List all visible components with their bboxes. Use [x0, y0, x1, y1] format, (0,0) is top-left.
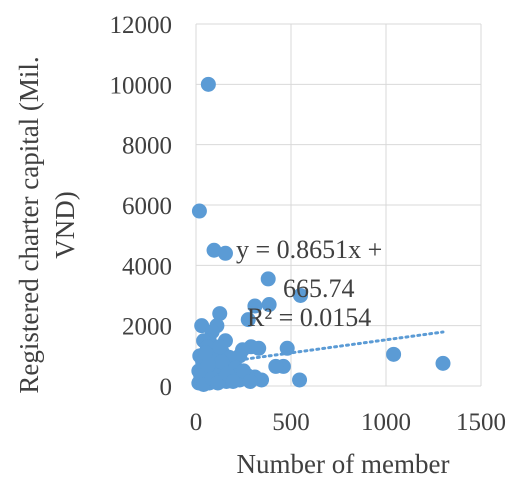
data-point	[386, 346, 402, 362]
data-point	[247, 298, 263, 314]
data-point	[293, 288, 308, 303]
trendline-equation-line-2: 665.74	[283, 274, 355, 303]
y-tick-label: 8000	[122, 133, 172, 160]
data-point	[198, 345, 213, 361]
trendline-r-squared: R² = 0.0154	[247, 303, 371, 332]
data-point	[200, 357, 216, 373]
data-point	[260, 271, 276, 287]
data-point	[212, 306, 228, 322]
x-tick-label: 500	[272, 409, 310, 436]
y-tick-label: 12000	[110, 12, 173, 39]
y-axis-title: Registered charter capital (Mil. VND)	[14, 56, 80, 393]
data-point	[279, 340, 295, 356]
x-tick-label: 1000	[361, 409, 411, 436]
y-axis-title-line-1: Registered charter capital (Mil.	[14, 56, 44, 393]
trendline-equation-line-1: y = 0.8651x +	[236, 235, 382, 264]
y-tick-label: 10000	[110, 72, 173, 99]
grid-lines	[195, 23, 482, 387]
y-axis-title-line-2: VND)	[50, 191, 80, 259]
data-point	[225, 373, 241, 389]
x-axis-title: Number of member	[237, 449, 450, 479]
x-tick-label: 1500	[456, 409, 506, 436]
data-point	[242, 373, 258, 389]
data-point	[435, 355, 451, 371]
y-tick-label: 4000	[122, 253, 172, 280]
y-axis-ticks: 0 2000 4000 6000 8000 10000 12000	[110, 12, 173, 401]
data-point	[214, 354, 230, 370]
data-point	[206, 242, 222, 258]
data-point	[210, 375, 226, 391]
x-tick-label: 0	[190, 409, 203, 436]
x-axis-ticks: 0 500 1000 1500	[190, 409, 506, 436]
data-point	[261, 297, 277, 313]
data-point	[292, 372, 308, 388]
data-point	[212, 339, 228, 355]
data-points	[191, 76, 451, 392]
data-point	[268, 358, 284, 374]
data-point	[191, 203, 207, 219]
data-point	[217, 245, 233, 261]
y-tick-label: 0	[160, 374, 173, 401]
data-point	[251, 340, 267, 356]
y-tick-label: 2000	[122, 314, 172, 341]
data-point	[200, 76, 216, 92]
data-point	[240, 312, 256, 328]
y-tick-label: 6000	[122, 193, 172, 220]
